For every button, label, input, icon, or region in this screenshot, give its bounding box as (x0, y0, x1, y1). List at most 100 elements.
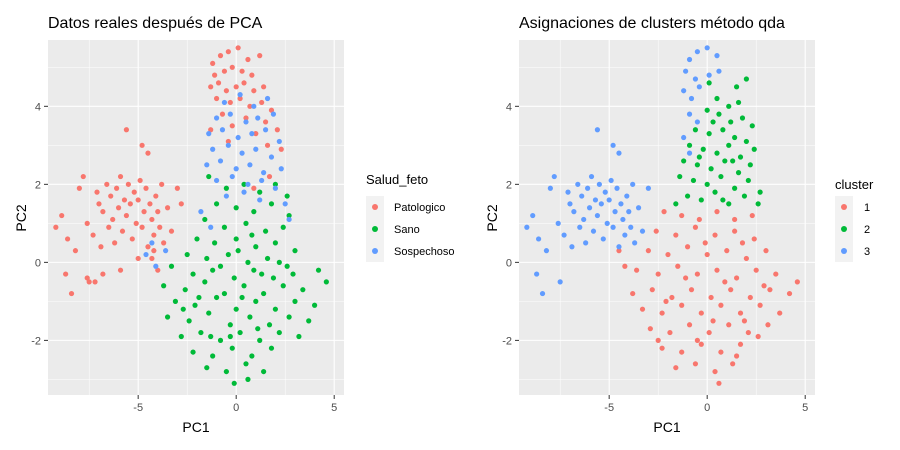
point-sano (245, 376, 251, 382)
point-sano (190, 271, 196, 277)
point-2 (735, 99, 742, 106)
point-sospechoso (221, 99, 228, 106)
point-sano (284, 193, 290, 199)
point-1 (639, 306, 646, 312)
point-patologico (245, 56, 251, 63)
point-patologico (268, 107, 275, 113)
point-3 (632, 240, 638, 246)
left-legend: Salud_feto Patologico Sano Sospechoso (366, 172, 455, 262)
point-sano (217, 263, 224, 269)
y-tick-label: 4 (506, 101, 512, 113)
point-sospechoso (243, 119, 249, 125)
point-1 (688, 287, 695, 293)
point-1 (653, 228, 659, 234)
point-patologico (249, 72, 255, 78)
point-patologico (208, 127, 214, 133)
point-patologico (278, 146, 284, 152)
point-3 (530, 212, 536, 219)
point-patologico (86, 279, 92, 285)
point-1 (694, 337, 700, 343)
point-1 (724, 248, 730, 254)
legend-label-cluster-2: 2 (864, 224, 870, 236)
point-sospechoso (268, 154, 275, 160)
point-3 (714, 53, 720, 59)
point-patologico (264, 142, 271, 148)
point-3 (645, 185, 651, 191)
x-tick-label: -5 (604, 402, 614, 414)
point-patologico (251, 185, 257, 191)
point-sospechoso (143, 251, 149, 258)
point-sospechoso (198, 209, 204, 215)
legend-key-sano (372, 226, 378, 232)
point-2 (751, 146, 757, 152)
point-sano (161, 283, 167, 289)
point-patologico (53, 224, 59, 230)
point-sano (300, 287, 306, 293)
point-patologico (266, 173, 273, 180)
point-3 (583, 240, 589, 246)
y-tick-label: 4 (35, 101, 41, 113)
point-sospechoso (245, 181, 251, 187)
point-sano (168, 263, 175, 269)
point-patologico (178, 201, 184, 207)
point-sano (221, 290, 228, 297)
point-sano (225, 251, 231, 258)
point-patologico (92, 279, 98, 285)
point-sano (198, 329, 204, 336)
right-gridlines (519, 40, 815, 395)
point-3 (594, 212, 601, 219)
point-patologico (219, 111, 226, 117)
legend-key-cluster-1 (841, 204, 847, 210)
point-patologico (135, 255, 141, 262)
point-patologico (145, 244, 151, 250)
right-data-points (524, 45, 800, 386)
point-patologico (63, 271, 69, 277)
point-sano (241, 283, 247, 289)
point-sano (182, 287, 188, 293)
point-patologico (100, 271, 106, 277)
point-sano (323, 279, 329, 285)
point-patologico (114, 185, 120, 191)
point-2 (741, 193, 748, 199)
point-1 (675, 263, 681, 269)
point-sano (290, 271, 296, 277)
point-sano (280, 283, 286, 289)
point-patologico (259, 99, 265, 106)
point-3 (600, 236, 606, 242)
point-sano (276, 329, 282, 336)
point-sano (190, 349, 196, 355)
x-tick-label: 5 (802, 402, 808, 414)
legend-key-cluster-2 (841, 226, 847, 232)
point-sano (206, 310, 212, 316)
point-2 (714, 150, 720, 156)
point-sano (262, 228, 269, 234)
point-patologico (125, 181, 131, 187)
point-patologico (155, 209, 161, 215)
point-3 (614, 185, 620, 191)
point-3 (555, 220, 561, 226)
point-sano (296, 333, 302, 340)
point-3 (686, 56, 693, 63)
point-2 (716, 111, 722, 117)
point-3 (539, 290, 546, 297)
point-patologico (149, 255, 155, 262)
point-sano (223, 185, 229, 191)
point-sospechoso (270, 111, 277, 117)
right-axis-ticks: -5 0 5 -2 0 2 4 (502, 101, 808, 414)
point-patologico (229, 64, 235, 70)
left-plot-background (48, 40, 344, 395)
point-3 (612, 209, 618, 215)
point-3 (586, 205, 593, 211)
point-sano (223, 368, 229, 375)
point-3 (626, 209, 632, 215)
point-3 (579, 193, 585, 199)
point-1 (751, 236, 757, 242)
point-sano (202, 279, 208, 285)
point-3 (610, 224, 616, 230)
point-patologico (159, 181, 165, 187)
point-sano (186, 318, 192, 324)
point-sano (237, 329, 243, 336)
point-patologico (135, 197, 141, 203)
point-3 (686, 111, 693, 117)
point-1 (755, 333, 761, 340)
